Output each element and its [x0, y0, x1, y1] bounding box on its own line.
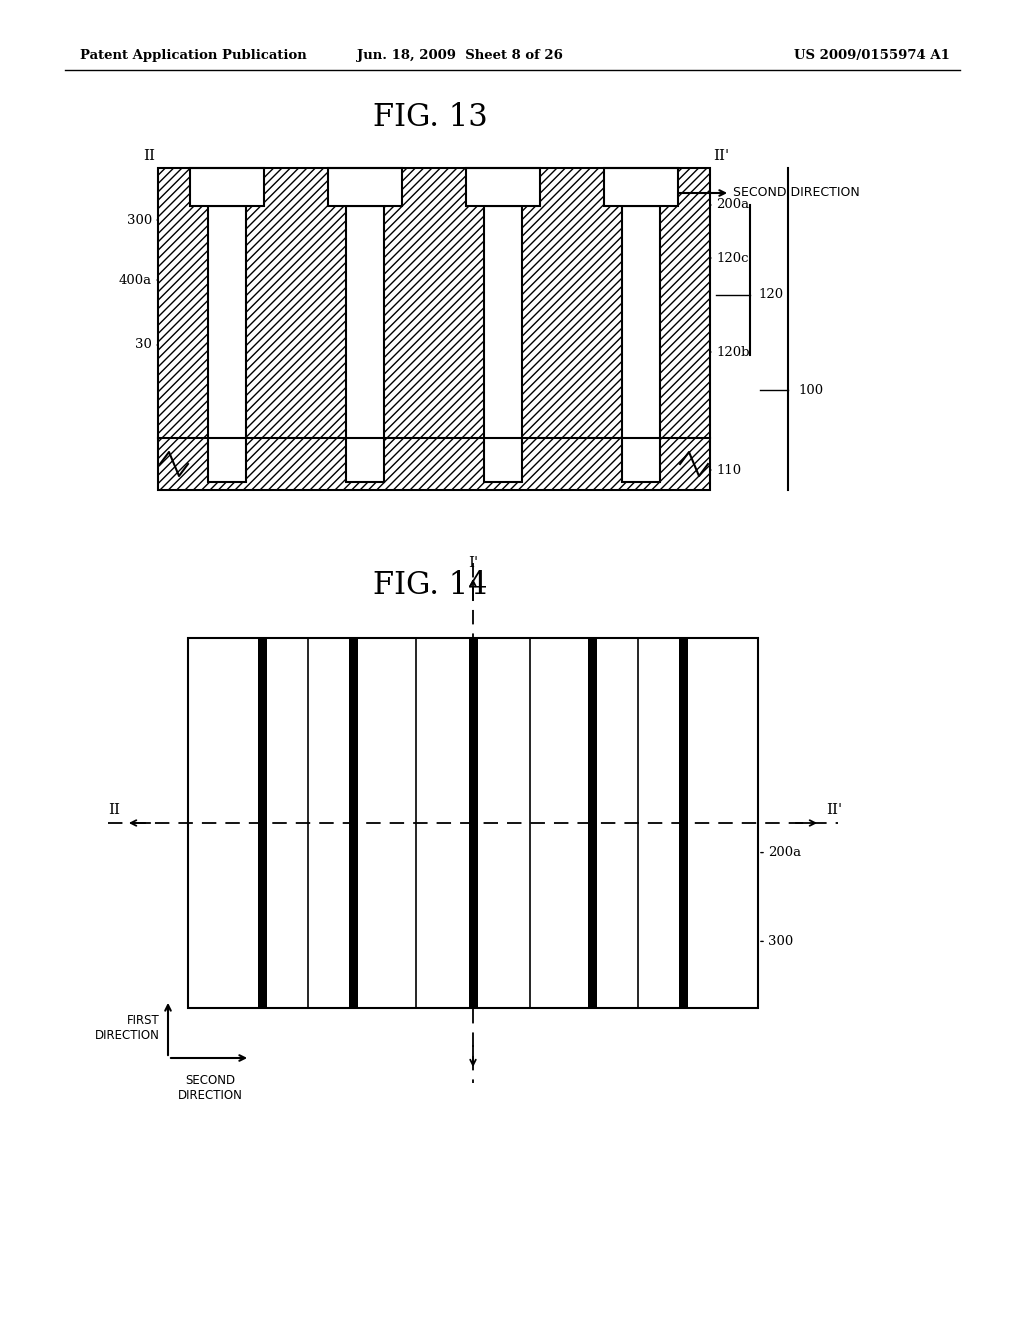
Bar	[258, 638, 266, 1008]
Text: Patent Application Publication: Patent Application Publication	[80, 49, 307, 62]
Bar	[346, 206, 384, 482]
Text: FIRST
DIRECTION: FIRST DIRECTION	[95, 1014, 160, 1041]
Text: SECOND
DIRECTION: SECOND DIRECTION	[177, 1074, 243, 1102]
Text: FIG. 14: FIG. 14	[373, 569, 487, 601]
Bar	[158, 168, 710, 490]
Bar	[328, 168, 402, 206]
Text: 200a: 200a	[768, 846, 801, 859]
Text: SECOND DIRECTION: SECOND DIRECTION	[733, 186, 860, 199]
Text: 300: 300	[127, 214, 152, 227]
Bar	[604, 168, 678, 206]
Text: 300: 300	[768, 935, 794, 948]
Text: 400a: 400a	[119, 273, 152, 286]
Text: US 2009/0155974 A1: US 2009/0155974 A1	[795, 49, 950, 62]
Text: II': II'	[826, 803, 842, 817]
Text: 110: 110	[716, 463, 741, 477]
Text: II: II	[143, 149, 155, 162]
Text: FIG. 13: FIG. 13	[373, 103, 487, 133]
Text: 100: 100	[798, 384, 823, 396]
Text: 120b: 120b	[716, 346, 750, 359]
Bar	[469, 638, 477, 1008]
Bar	[349, 638, 357, 1008]
Text: II': II'	[713, 149, 729, 162]
Bar	[189, 168, 264, 206]
Bar	[483, 206, 522, 482]
Bar	[208, 206, 247, 482]
Bar	[679, 638, 688, 1008]
Text: Jun. 18, 2009  Sheet 8 of 26: Jun. 18, 2009 Sheet 8 of 26	[357, 49, 563, 62]
Text: 120c: 120c	[716, 252, 749, 264]
Text: 120: 120	[758, 289, 783, 301]
Bar	[622, 206, 660, 482]
Bar	[158, 168, 710, 490]
Bar	[188, 638, 758, 1008]
Text: I': I'	[468, 556, 478, 570]
Bar	[466, 168, 541, 206]
Text: 200a: 200a	[716, 198, 750, 211]
Text: II: II	[108, 803, 120, 817]
Bar	[188, 638, 758, 1008]
Text: 30: 30	[135, 338, 152, 351]
Bar	[158, 168, 710, 490]
Bar	[588, 638, 597, 1008]
